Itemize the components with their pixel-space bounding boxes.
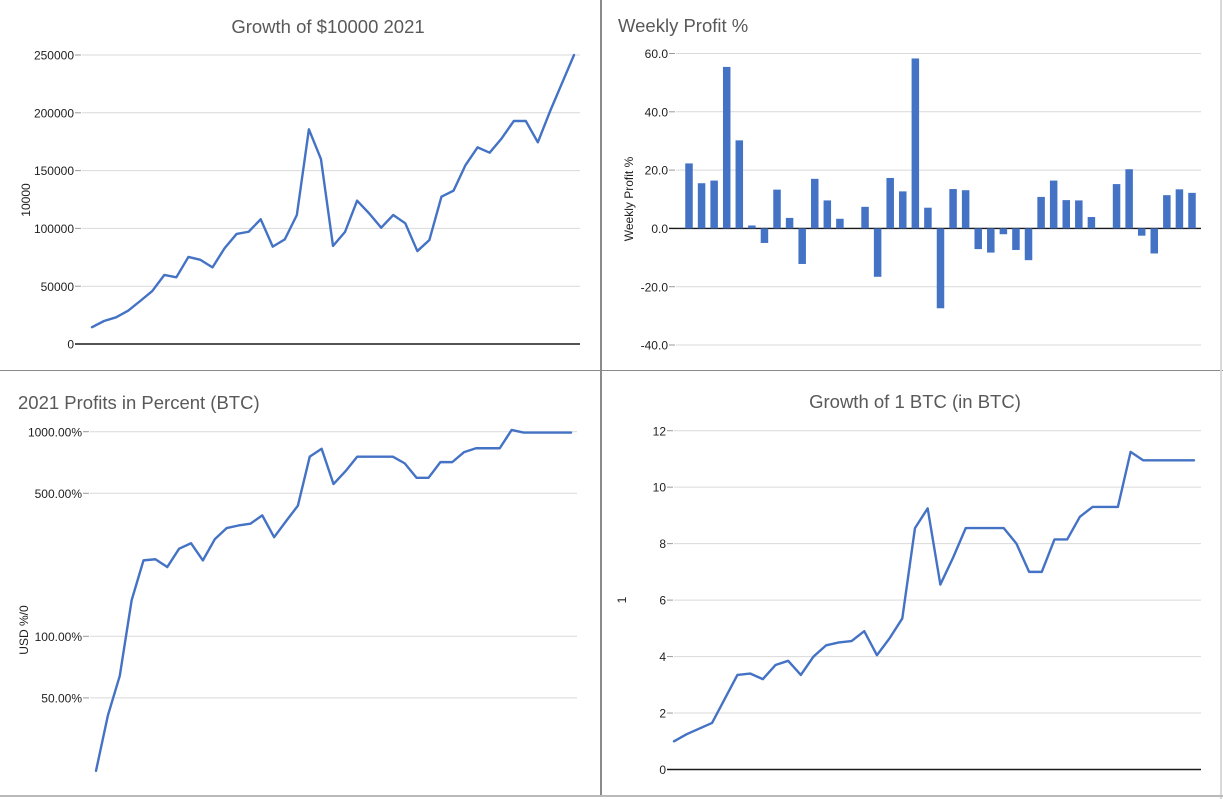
bar-week-36 [1125,169,1133,229]
bar-week-22 [949,189,957,229]
bar-week-1 [685,163,693,229]
y-tick-label: 150000 [34,164,74,178]
bar-week-21 [936,228,945,309]
gridlines-group: 60.0 40.0 20.0 0.0 -20.0 -40.0 [641,47,1201,353]
bar-week-15 [861,206,869,229]
chart-title: Growth of $10000 2021 [231,16,424,37]
bar-week-9 [785,217,794,229]
y-axis-title: Weekly Profit % [622,156,636,241]
bar-week-32 [1075,200,1083,229]
bar-week-8 [773,189,781,229]
bar-week-40 [1175,189,1184,229]
bar-week-11 [811,178,819,229]
bar-week-13 [836,218,844,229]
y-tick-label: 50000 [41,280,75,294]
y-axis-title: 1 [615,596,629,603]
bar-week-33 [1087,217,1096,229]
y-tick-label: 200000 [34,106,74,120]
y-tick-label: 0.0 [651,222,668,236]
y-tick-label: 500.00% [35,487,83,501]
y-tick-label: 40.0 [645,105,669,119]
gridlines-group: 250000 200000 150000 100000 50000 0 [34,49,580,352]
bar-week-29 [1037,196,1045,229]
gridlines-group: 1000.00% 500.00% 100.00% 50.00% [28,425,577,705]
series-line [90,53,576,329]
chart-svg-btc_profit_pct: 1000.00% 500.00% 100.00% 50.00% 2021 Profits… [17,392,577,773]
bar-week-30 [1049,180,1058,229]
chart-panel-btc-profit-pct[interactable]: 1000.00% 500.00% 100.00% 50.00% 2021 Profits… [0,371,600,795]
bar-week-41 [1188,192,1196,229]
bar-week-7 [760,228,769,243]
gridlines-group: 12 10 8 6 4 2 0 [653,424,1201,777]
bar-week-26 [999,228,1008,235]
plot-area [672,450,1196,743]
vertical-panel-divider [600,0,602,795]
bar-week-37 [1137,228,1146,236]
chart-panel-btc-growth[interactable]: 12 10 8 6 4 2 0 Growth of 1 BTC (in BTC) 1 [602,371,1223,795]
bar-week-35 [1112,184,1121,229]
y-tick-label: -20.0 [641,280,669,294]
chart-title: Growth of 1 BTC (in BTC) [809,391,1021,412]
plot-area [90,53,576,329]
chart-svg-usd_growth: 250000 200000 150000 100000 50000 0 Growth of … [19,16,580,352]
chart-svg-btc_growth: 12 10 8 6 4 2 0 Growth of 1 BTC (in BTC) 1 [615,391,1201,777]
bar-week-39 [1163,195,1171,229]
bar-week-3 [710,180,718,229]
bottom-outer-edge [0,795,1223,797]
bar-week-20 [924,207,932,229]
y-tick-label: 20.0 [645,164,669,178]
series-line [94,428,573,773]
chart-panel-usd-growth[interactable]: 250000 200000 150000 100000 50000 0 Growth of … [0,0,600,369]
y-tick-label: 1000.00% [28,425,82,439]
bar-week-16 [873,228,882,277]
y-axis-title: USD %/0 [17,605,31,655]
y-tick-label: 0 [659,763,666,777]
bar-week-28 [1024,228,1033,261]
y-tick-label: 8 [659,537,666,551]
chart-title: 2021 Profits in Percent (BTC) [18,392,260,413]
y-tick-label: 0 [67,338,74,352]
y-tick-label: 250000 [34,49,74,63]
bar-week-38 [1150,228,1159,254]
bar-week-17 [886,177,894,229]
y-tick-label: 12 [653,424,667,438]
bar-week-25 [987,228,995,253]
bar-week-23 [961,190,970,229]
horizontal-panel-divider [0,369,1223,371]
chart-svg-weekly_profit: 60.0 40.0 20.0 0.0 -20.0 -40.0 Weekly Profit %… [618,15,1201,353]
y-tick-label: 4 [659,650,666,664]
bar-week-19 [911,58,920,229]
bar-week-27 [1012,228,1020,250]
bar-week-12 [823,200,832,229]
series-line [672,450,1196,743]
bar-week-18 [899,191,907,229]
y-tick-label: 50.00% [41,691,82,705]
y-tick-label: 6 [659,594,666,608]
bar-week-6 [748,225,756,229]
plot-area [685,58,1196,309]
bar-week-4 [722,66,731,229]
bar-week-2 [697,183,706,229]
y-tick-label: -40.0 [641,339,669,353]
y-tick-label: 100.00% [35,630,83,644]
bar-week-10 [798,228,806,264]
bar-week-5 [735,140,744,229]
y-axis-title: 10000 [19,183,33,217]
y-tick-label: 10 [653,481,667,495]
right-outer-edge [1220,0,1222,799]
y-tick-label: 2 [659,707,666,721]
y-tick-label: 100000 [34,222,74,236]
chart-panel-weekly-profit[interactable]: 60.0 40.0 20.0 0.0 -20.0 -40.0 Weekly Profit %… [602,0,1223,369]
bar-week-24 [974,228,982,250]
bar-week-31 [1062,200,1070,229]
plot-area [94,428,573,773]
chart-title: Weekly Profit % [618,15,748,36]
y-tick-label: 60.0 [645,47,669,61]
